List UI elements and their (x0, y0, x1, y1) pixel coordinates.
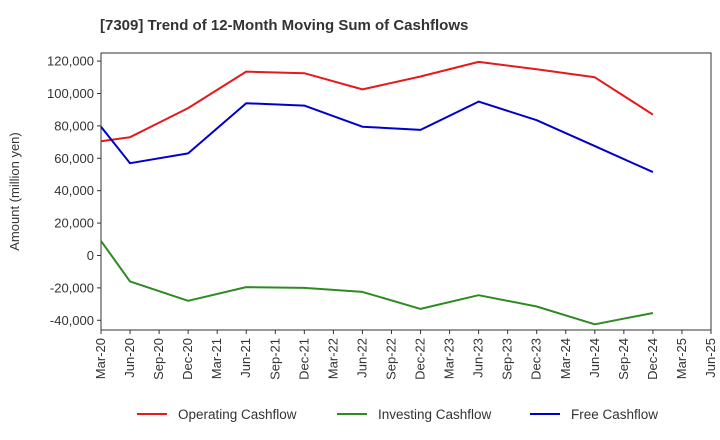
y-tick-label: 100,000 (47, 86, 94, 101)
x-tick-label: Sep-24 (616, 338, 631, 380)
x-tick-label: Dec-20 (180, 338, 195, 380)
y-tick-label: 60,000 (54, 151, 94, 166)
x-tick-label: Dec-23 (529, 338, 544, 380)
x-tick-label: Jun-25 (703, 338, 718, 378)
operating-cashflow-line (100, 60, 654, 143)
x-tick-label: Mar-24 (558, 338, 573, 379)
y-tick-label: 120,000 (47, 54, 94, 69)
x-tick-label: Jun-22 (354, 338, 369, 378)
legend: Operating Cashflow Investing Cashflow Free… (137, 407, 658, 422)
free-cashflow-legend-label: Free Cashflow (571, 407, 658, 422)
series-lines (100, 60, 654, 326)
x-tick-label: Jun-23 (471, 338, 486, 378)
chart-title: [7309] Trend of 12-Month Moving Sum of C… (100, 17, 468, 34)
axes: Mar-20 Jun-20 Sep-20 Dec-20 Mar-21 Jun-21 Sep-… (47, 52, 718, 380)
y-tick-label: 80,000 (54, 118, 94, 133)
investing-cashflow-legend-label: Investing Cashflow (378, 407, 492, 422)
x-tick-label: Jun-20 (122, 338, 137, 378)
x-tick-label: Jun-21 (238, 338, 253, 378)
y-axis-label: Amount (million yen) (7, 132, 22, 251)
y-tick-label: 0 (87, 248, 94, 263)
y-tick-label: 20,000 (54, 216, 94, 231)
x-tick-label: Sep-20 (151, 338, 166, 380)
y-tick-label: -20,000 (50, 280, 94, 295)
x-tick-label: Mar-25 (674, 338, 689, 379)
x-tick-label: Sep-22 (383, 338, 398, 380)
x-tick-label: Sep-23 (500, 338, 515, 380)
x-tick-label: Mar-22 (325, 338, 340, 379)
x-tick-label: Mar-21 (209, 338, 224, 379)
x-tick-label: Mar-20 (93, 338, 108, 379)
free-cashflow-line (100, 100, 654, 174)
y-tick-label: 40,000 (54, 183, 94, 198)
x-tick-label: Sep-21 (267, 338, 282, 380)
x-tick-label: Dec-22 (413, 338, 428, 380)
operating-cashflow-legend-label: Operating Cashflow (178, 407, 297, 422)
plot-frame (100, 52, 712, 331)
x-tick-label: Dec-21 (296, 338, 311, 380)
investing-cashflow-line (100, 240, 654, 326)
y-tick-label: -40,000 (50, 313, 94, 328)
x-tick-label: Mar-23 (442, 338, 457, 379)
x-tick-label: Jun-24 (587, 338, 602, 378)
x-tick-label: Dec-24 (645, 338, 660, 380)
